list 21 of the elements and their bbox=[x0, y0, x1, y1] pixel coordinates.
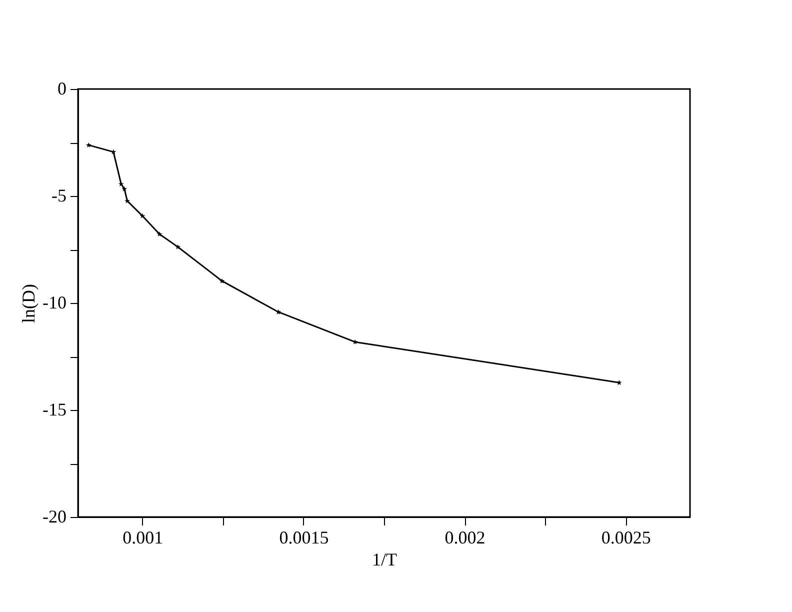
x-tick-label: 0.0015 bbox=[279, 528, 329, 548]
y-tick-label: -15 bbox=[42, 400, 66, 420]
point bbox=[352, 339, 358, 344]
point bbox=[124, 198, 130, 204]
y-tick-label: -20 bbox=[42, 506, 66, 526]
y-tick-label: -5 bbox=[52, 186, 66, 206]
y-tick-label: 0 bbox=[58, 78, 66, 98]
point bbox=[175, 244, 181, 250]
point bbox=[276, 309, 282, 314]
point bbox=[86, 142, 92, 148]
y-axis-title: ln(D) bbox=[18, 284, 39, 323]
y-tick-label: -10 bbox=[42, 292, 66, 312]
x-tick-label: 0.002 bbox=[444, 528, 486, 548]
x-axis-title: 1/T bbox=[372, 550, 397, 570]
point bbox=[122, 186, 128, 192]
x-tick-label: 0.0025 bbox=[601, 528, 651, 548]
point bbox=[219, 278, 225, 284]
point bbox=[118, 181, 124, 186]
point bbox=[156, 231, 162, 237]
x-tick-label: 0.001 bbox=[122, 528, 164, 548]
point bbox=[140, 213, 146, 218]
